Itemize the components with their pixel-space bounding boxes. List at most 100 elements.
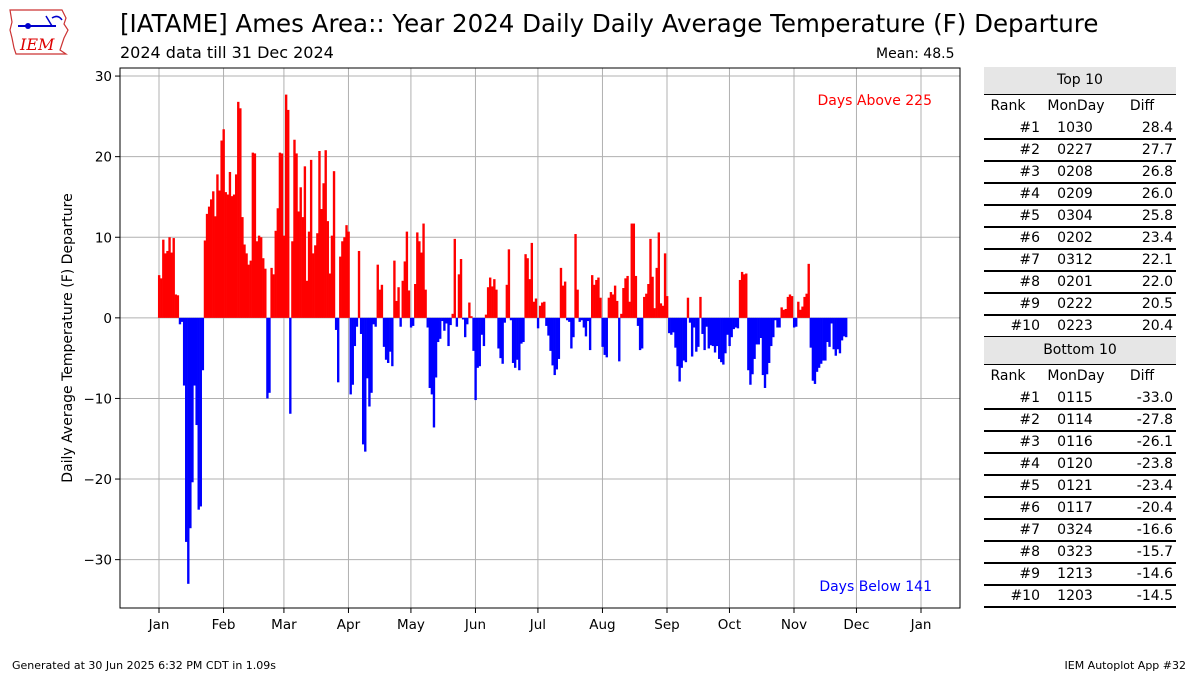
departure-bar: [532, 301, 536, 318]
x-tick-label: Sep: [654, 617, 679, 633]
departure-bar: [782, 309, 785, 318]
monday-cell: 1030: [1057, 120, 1093, 136]
departure-bar: [566, 317, 569, 321]
monday-cell: 0324: [1057, 522, 1093, 538]
departure-bar: [653, 308, 656, 318]
y-tick-label: −30: [84, 553, 113, 569]
top10-table: Top 10 Rank MonDay Diff #1 1030 28.4 #2 0227…: [984, 67, 1176, 338]
diff-cell: 26.8: [1141, 164, 1173, 180]
departure-bar: [384, 317, 388, 360]
departure-bar: [668, 317, 671, 334]
departure-bar: [707, 317, 710, 349]
departure-bar: [189, 317, 192, 529]
departure-bar: [314, 245, 317, 318]
departure-bar: [203, 240, 207, 318]
departure-bar: [259, 237, 263, 318]
departure-bar: [232, 194, 236, 318]
departure-bar: [753, 317, 756, 359]
bottom10-column-headers: Rank MonDay Diff: [984, 365, 1176, 387]
departure-bar: [826, 317, 829, 343]
departure-bar: [197, 317, 200, 510]
departure-bar: [457, 274, 461, 318]
departure-bar: [676, 317, 679, 367]
diff-cell: -26.1: [1136, 434, 1173, 450]
departure-bar: [763, 317, 767, 388]
departure-bar: [718, 317, 721, 359]
monday-cell: 0222: [1057, 296, 1093, 312]
departure-bar: [239, 108, 242, 318]
departure-bar: [751, 317, 754, 375]
departure-bar: [795, 317, 798, 327]
axes: 30 20 10 0 −10 −20 −30 Jan Feb Mar Apr May Jun Jul Aug…: [84, 67, 961, 633]
rank-cell: #5: [1019, 478, 1040, 494]
departure-bar: [353, 317, 357, 347]
departure-bar: [397, 287, 400, 318]
departure-bar: [584, 317, 588, 337]
departure-bar: [426, 317, 429, 328]
rank-cell: #7: [1019, 252, 1040, 268]
departure-bar: [195, 317, 198, 426]
row-divider: [984, 248, 1176, 250]
departure-bar: [218, 190, 221, 318]
departure-bar: [451, 313, 454, 318]
departure-bar: [553, 317, 556, 376]
days-below-annotation: Days Below 141: [819, 579, 932, 595]
departure-bar: [722, 317, 725, 365]
rank-cell: #4: [1019, 456, 1040, 472]
departure-bar: [284, 94, 288, 318]
departure-bar: [595, 279, 598, 318]
departure-bar: [337, 317, 340, 383]
monday-cell: 0202: [1057, 230, 1093, 246]
departure-bar: [774, 317, 777, 321]
rank-cell: #6: [1019, 230, 1040, 246]
departure-bar: [210, 199, 213, 318]
departure-bar: [476, 317, 479, 368]
x-tick-label: Jun: [464, 617, 486, 633]
diff-cell: 20.4: [1141, 318, 1173, 334]
departure-bar: [414, 284, 417, 318]
departure-bar: [528, 279, 531, 318]
departure-bar: [270, 267, 273, 318]
departure-bar: [391, 317, 394, 367]
departure-bar: [745, 273, 748, 318]
departure-bar: [380, 284, 384, 318]
departure-bar: [295, 153, 298, 318]
rank-cell: #1: [1019, 390, 1040, 406]
departure-bar: [372, 317, 375, 325]
row-divider: [984, 584, 1176, 586]
departure-bar: [534, 298, 538, 318]
departure-bar: [466, 317, 469, 325]
departure-bar: [647, 284, 650, 318]
departure-bar: [555, 317, 558, 370]
departure-bar: [761, 317, 765, 376]
departure-bar: [822, 317, 825, 361]
header-rank: Rank: [990, 98, 1026, 114]
departure-bar: [241, 217, 244, 318]
row-divider: [984, 314, 1176, 316]
departure-bar: [497, 317, 500, 349]
departure-bar: [840, 317, 844, 341]
diff-cell: -33.0: [1136, 390, 1173, 406]
departure-bar: [495, 289, 498, 318]
departure-bar: [405, 231, 409, 318]
departure-bar: [278, 152, 282, 318]
departure-bar: [663, 253, 667, 318]
monday-cell: 0121: [1057, 478, 1093, 494]
departure-bar: [545, 317, 548, 326]
departure-bar: [618, 317, 621, 362]
departure-bar: [461, 317, 465, 320]
departure-bar: [813, 317, 817, 384]
departure-bar: [568, 317, 571, 322]
row-divider: [984, 138, 1176, 140]
departure-bar: [570, 317, 573, 349]
departure-bar: [191, 317, 194, 483]
departure-bar: [686, 297, 690, 318]
departure-bar: [809, 317, 812, 348]
departure-bar: [634, 275, 638, 318]
diff-cell: 22.1: [1141, 252, 1173, 268]
departure-bar: [368, 317, 371, 407]
departure-bar: [522, 317, 525, 343]
x-tick-label: Dec: [843, 617, 869, 633]
departure-bar: [264, 268, 267, 318]
departure-bar: [361, 317, 365, 445]
